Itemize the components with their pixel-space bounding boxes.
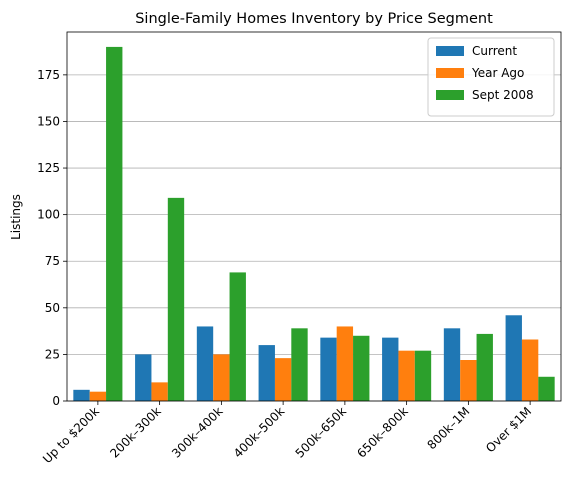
legend-swatch bbox=[436, 46, 464, 56]
bar-sept-2008 bbox=[414, 350, 432, 401]
bar-current bbox=[505, 315, 522, 401]
plot-frame bbox=[66, 31, 562, 402]
bar-year-ago bbox=[213, 354, 230, 401]
bars bbox=[73, 46, 555, 402]
bar-current bbox=[135, 354, 152, 401]
bar-year-ago bbox=[274, 358, 292, 401]
y-tick-label: 0 bbox=[52, 394, 60, 408]
chart-title: Single-Family Homes Inventory by Price S… bbox=[135, 11, 493, 27]
y-ticks: 0 25 50 75 100 125 150 175 bbox=[37, 68, 67, 408]
y-tick-label: 25 bbox=[45, 347, 60, 361]
bar-year-ago bbox=[336, 326, 354, 401]
legend-swatch bbox=[436, 90, 464, 100]
bar-sept-2008 bbox=[291, 328, 308, 401]
bar-sept-2008 bbox=[476, 333, 493, 401]
y-axis-label: Listings bbox=[9, 194, 23, 240]
bar-year-ago bbox=[398, 350, 415, 401]
bar-sept-2008 bbox=[229, 272, 246, 401]
bar-current bbox=[73, 389, 90, 401]
y-tick-label: 175 bbox=[37, 68, 60, 82]
y-tick-label: 125 bbox=[37, 161, 60, 175]
legend-label: Sept 2008 bbox=[472, 88, 534, 102]
bar-current bbox=[443, 328, 461, 401]
bar-sept-2008 bbox=[106, 46, 123, 402]
bar-current bbox=[382, 337, 399, 401]
bar-current bbox=[258, 345, 275, 401]
y-tick-label: 150 bbox=[37, 114, 60, 128]
y-tick-label: 100 bbox=[37, 208, 60, 222]
legend: Current Year Ago Sept 2008 bbox=[427, 37, 555, 117]
bar-year-ago bbox=[89, 391, 107, 401]
legend-swatch bbox=[436, 68, 464, 78]
bar-year-ago bbox=[151, 382, 168, 401]
bar-sept-2008 bbox=[538, 376, 555, 401]
bar-year-ago bbox=[460, 360, 477, 401]
axes bbox=[66, 31, 562, 402]
bar-sept-2008 bbox=[353, 335, 370, 401]
bar-current bbox=[196, 326, 214, 401]
bar-sept-2008 bbox=[167, 197, 185, 401]
bar-current bbox=[320, 337, 337, 401]
y-tick-label: 50 bbox=[45, 301, 60, 315]
legend-label: Year Ago bbox=[471, 66, 524, 80]
legend-label: Current bbox=[472, 44, 517, 58]
y-tick-label: 75 bbox=[45, 254, 60, 268]
bar-year-ago bbox=[521, 339, 539, 401]
